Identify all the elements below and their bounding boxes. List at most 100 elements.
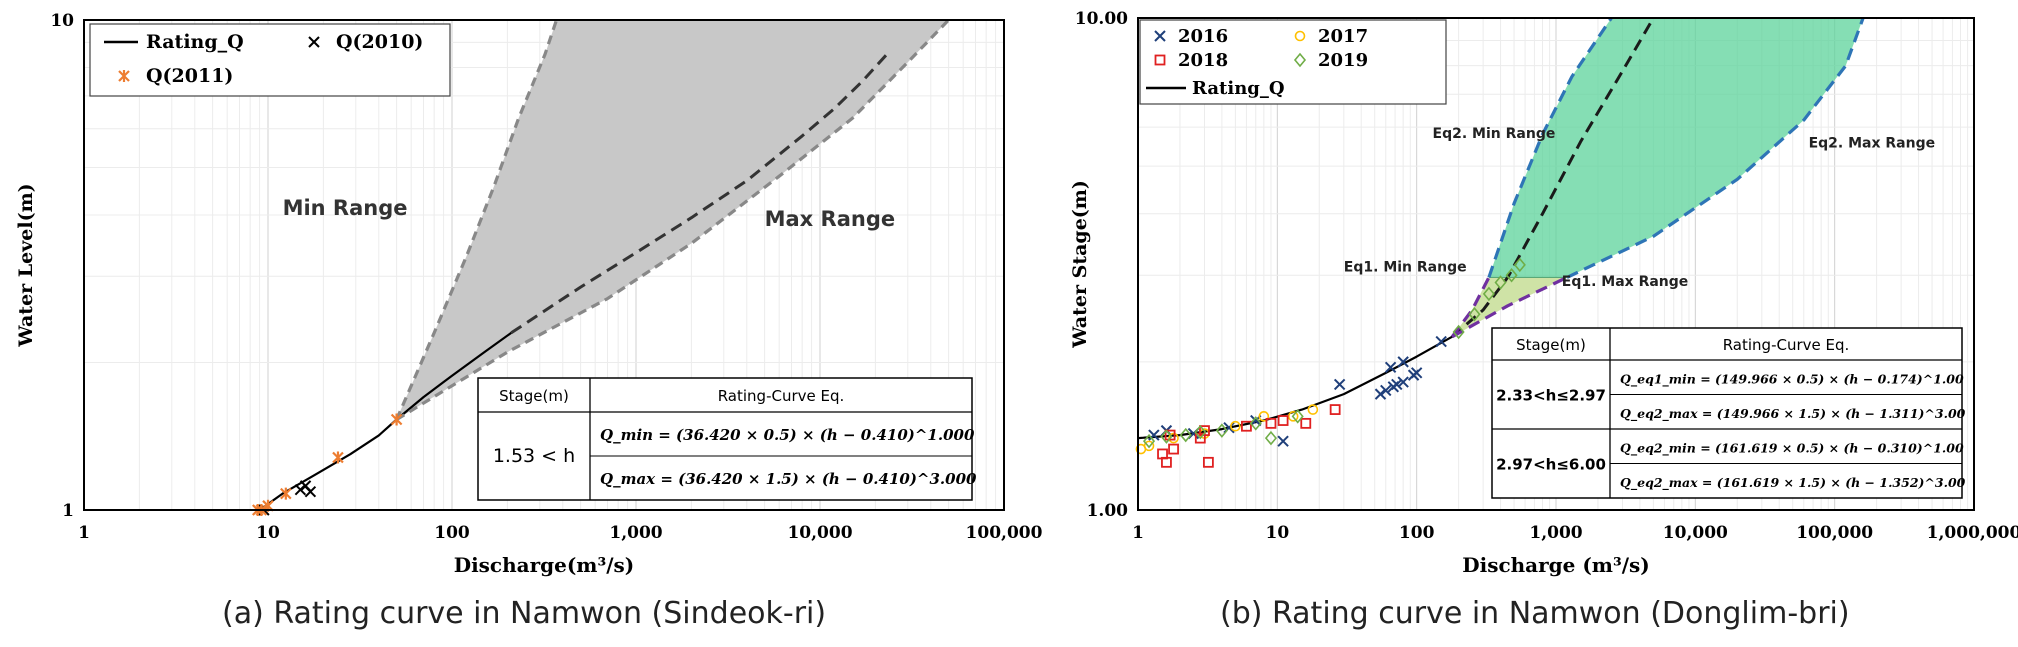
data-point-2019-9: [1468, 306, 1481, 322]
data-point-2019-8: [1452, 324, 1465, 340]
x-tick-label-2: 100: [434, 523, 470, 543]
legend-swatch-0: [1154, 30, 1166, 42]
x-tick-label-5: 100,000: [1796, 523, 1873, 543]
data-point-2017-1: [1143, 440, 1155, 452]
data-point-Q(2011)-4: [332, 451, 344, 464]
data-point-2017-5: [1258, 411, 1270, 422]
y-tick-label-1: 10.00: [1075, 9, 1128, 29]
legend-swatch-1: [308, 36, 320, 48]
marker-stroke: [1435, 335, 1447, 348]
data-point-2019-12: [1505, 268, 1518, 283]
legend-label-1: 2017: [1318, 26, 1368, 47]
marker-stroke: [1380, 384, 1392, 397]
data-point-2016-0: [1148, 429, 1160, 441]
series-line-2: [1450, 276, 1491, 338]
marker-stroke: [1384, 361, 1397, 374]
data-point-2018-10: [1199, 425, 1210, 437]
data-point-2016-6: [1333, 378, 1346, 391]
x-tick-label-0: 1: [78, 523, 90, 543]
table-frame: [1491, 327, 1963, 499]
legend-label-3: 2019: [1318, 50, 1368, 71]
y-axis-label: Water Level(m): [15, 183, 37, 347]
data-point-2016-11: [1397, 376, 1409, 388]
x-tick-label-5: 100,000: [966, 523, 1043, 543]
caption-b: (b) Rating curve in Namwon (Donglim-bri): [1220, 596, 1850, 631]
data-point-2019-7: [1291, 409, 1304, 424]
data-point-2019-3: [1194, 424, 1207, 440]
table-stage-0: 1.53 < h: [493, 445, 575, 467]
x-tick-label-2: 100: [1399, 523, 1435, 543]
legend: 2016 2017 2018 2019 Rating_Q: [1139, 19, 1447, 105]
y-tick-label-0: 1.00: [1087, 501, 1129, 521]
annotation-1: Max Range: [765, 207, 896, 231]
legend-label-0: 2016: [1178, 26, 1228, 47]
data-point-2019-6: [1264, 430, 1277, 446]
x-axis-label: Discharge (m³/s): [1462, 553, 1650, 577]
series-line-2: [395, 19, 559, 421]
data-point-Q(2011)-3: [280, 487, 292, 500]
data-point-2016-14: [1384, 361, 1397, 374]
data-point-2019-10: [1482, 286, 1495, 302]
table-stage-1: 2.97<h≤6.00: [1496, 456, 1606, 474]
data-point-2016-7: [1374, 388, 1387, 400]
marker-stroke: [1148, 429, 1160, 441]
data-point-2018-6: [1265, 417, 1277, 429]
series-line-3: [395, 18, 950, 421]
marker-stroke: [1333, 378, 1346, 391]
data-point-2019-5: [1249, 416, 1262, 431]
x-tick-label-3: 1,000: [609, 523, 662, 543]
series-line-1: [1451, 17, 1655, 338]
annotation-0: Eq2. Min Range: [1433, 126, 1556, 142]
data-point-2016-16: [1435, 335, 1447, 348]
data-point-2018-7: [1277, 415, 1289, 426]
table-header-eq: Rating-Curve Eq.: [1723, 336, 1850, 354]
x-tick-label-6: 1,000,000: [1927, 523, 2018, 543]
y-tick-label-0: 1: [62, 501, 74, 521]
marker-stroke: [299, 480, 312, 492]
marker-stroke: [304, 485, 317, 498]
legend-label-2: Q(2011): [146, 65, 233, 87]
marker-stroke: [1277, 435, 1289, 447]
legend-box: [89, 23, 451, 97]
chart-panel-a: 1 10 100 1,000 10,000 100,000 1 10 Discharge(m³/…: [15, 11, 1043, 577]
marker-stroke: [308, 36, 320, 48]
data-point-2017-7: [1307, 404, 1319, 415]
data-point-2018-2: [1168, 443, 1179, 455]
data-point-Q(2010)-3: [304, 485, 317, 498]
x-axis-label: Discharge(m³/s): [454, 553, 635, 577]
data-point-2016-8: [1380, 384, 1392, 397]
x-tick-label-3: 1,000: [1529, 523, 1582, 543]
data-point-2019-4: [1215, 423, 1228, 438]
table-eq-0-0: Q_min = (36.420 × 0.5) × (h − 0.410)^1.0…: [600, 426, 975, 444]
table-header-stage: Stage(m): [1516, 336, 1586, 354]
data-point-2018-4: [1202, 456, 1214, 468]
caption-a: (a) Rating curve in Namwon (Sindeok-ri): [222, 596, 827, 631]
legend-swatch-2: [1154, 54, 1166, 66]
data-point-2016-10: [1391, 378, 1403, 391]
equation-table: Stage(m) Rating-Curve Eq. 1.53 < h Q_min = …: [477, 377, 977, 501]
marker-stroke: [1154, 30, 1166, 42]
data-point-2018-1: [1161, 456, 1172, 468]
plot-frame: [83, 19, 1005, 511]
chart-panel-b: 1 10 100 1,000 10,000 100,000 1,000,000 1.00 10.…: [1069, 9, 2018, 577]
table-eq-1-1: Q_eq2_max = (161.619 × 1.5) × (h − 1.352…: [1620, 475, 1966, 491]
table-header-stage: Stage(m): [499, 387, 569, 405]
data-point-2019-11: [1494, 275, 1507, 290]
data-point-2019-13: [1513, 257, 1526, 273]
data-point-2018-5: [1241, 420, 1252, 432]
data-point-2017-4: [1230, 420, 1241, 432]
annotation-0: Min Range: [283, 196, 408, 220]
marker-stroke: [1410, 367, 1423, 379]
table-eq-1-0: Q_eq2_min = (161.619 × 0.5) × (h − 0.310…: [1620, 440, 1964, 456]
legend-label-2: 2018: [1178, 50, 1228, 71]
equation-table: Stage(m) Rating-Curve Eq. 2.33<h≤2.97 Q_eq1…: [1491, 327, 1966, 499]
x-tick-label-0: 1: [1132, 523, 1144, 543]
eq2-range-area: [1488, 18, 1864, 278]
x-tick-label-1: 10: [256, 523, 280, 543]
legend-label-0: Rating_Q: [146, 31, 244, 53]
marker-stroke: [1397, 376, 1409, 388]
data-point-2017-6: [1287, 411, 1299, 422]
data-point-2016-5: [1277, 435, 1289, 447]
data-point-2019-2: [1179, 427, 1192, 443]
legend: Rating_Q Q(2010) Q(2011): [89, 23, 451, 97]
